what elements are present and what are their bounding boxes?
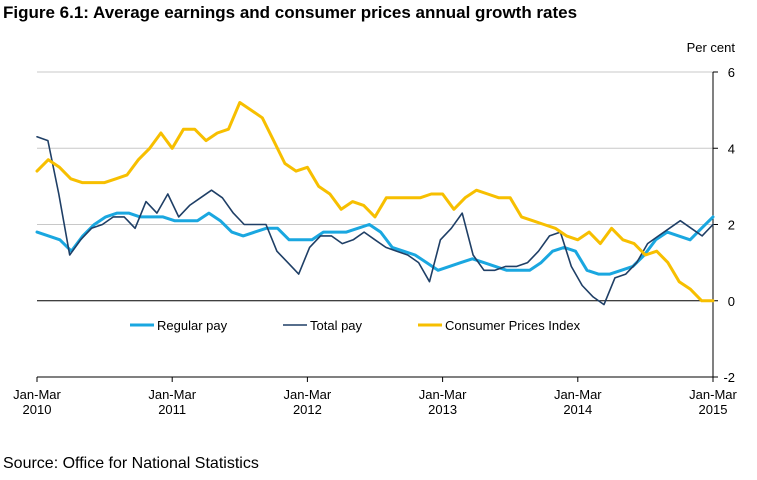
y-tick-label: 4 <box>728 141 735 156</box>
legend-label: Total pay <box>310 318 363 333</box>
chart-title: Figure 6.1: Average earnings and consume… <box>3 3 578 22</box>
series-line-regular-pay <box>35 211 715 276</box>
y-tick-label: 2 <box>728 218 735 233</box>
x-tick-label-year: 2015 <box>699 402 728 417</box>
series-line-total-pay <box>36 136 714 306</box>
legend-label: Consumer Prices Index <box>445 318 581 333</box>
x-tick-label: Jan-Mar <box>148 387 196 402</box>
y-tick-label: 0 <box>728 294 735 309</box>
series-line-consumer-prices-index <box>35 101 715 303</box>
y-axis-unit-label: Per cent <box>687 40 736 55</box>
source-note: Source: Office for National Statistics <box>3 455 259 472</box>
x-tick-label: Jan-Mar <box>689 387 737 402</box>
x-tick-label: Jan-Mar <box>13 387 61 402</box>
y-tick-label: -2 <box>723 370 735 385</box>
x-tick-label-year: 2011 <box>158 402 186 417</box>
x-tick-label-year: 2010 <box>23 402 52 417</box>
x-tick-label: Jan-Mar <box>284 387 332 402</box>
x-tick-label: Jan-Mar <box>419 387 467 402</box>
x-tick-label-year: 2014 <box>563 402 592 417</box>
legend-label: Regular pay <box>157 318 228 333</box>
x-tick-label-year: 2013 <box>428 402 457 417</box>
series-lines <box>35 101 715 306</box>
x-tick-label: Jan-Mar <box>554 387 602 402</box>
legend: Regular pay Total pay Consumer Prices Inde… <box>130 318 581 333</box>
gridlines <box>37 71 713 378</box>
y-tick-label: 6 <box>728 65 735 80</box>
x-tick-label-year: 2012 <box>293 402 322 417</box>
